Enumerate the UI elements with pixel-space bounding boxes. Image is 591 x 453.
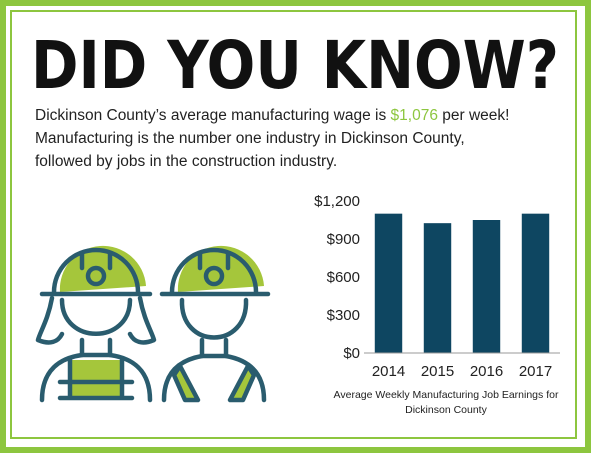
x-tick-label: 2016 [470, 363, 503, 380]
y-tick-label: $0 [343, 345, 360, 362]
text: followed by jobs in the construction ind… [35, 153, 338, 170]
text: per week! [437, 107, 510, 124]
x-tick-label: 2014 [372, 363, 405, 380]
paragraph: Dickinson County’s average manufacturing… [35, 104, 575, 173]
x-tick-label: 2015 [421, 363, 454, 380]
bar [423, 223, 452, 353]
bar [521, 213, 550, 353]
x-tick-label: 2017 [519, 363, 552, 380]
highlight: $1,076 [390, 107, 438, 124]
y-tick-label: $900 [327, 231, 360, 248]
inner-frame [10, 10, 577, 439]
bar [472, 220, 501, 353]
text: Manufacturing is the number one industry… [35, 130, 465, 147]
y-tick-label: $1,200 [314, 193, 360, 210]
chart-caption: Average Weekly Manufacturing Job Earning… [333, 389, 559, 416]
bar [374, 213, 403, 353]
y-tick-label: $600 [327, 269, 360, 286]
y-tick-label: $300 [327, 307, 360, 324]
title: DID YOU KNOW? [31, 27, 559, 104]
text: Dickinson County’s average manufacturing… [35, 107, 391, 124]
worker-illustration [35, 245, 271, 403]
